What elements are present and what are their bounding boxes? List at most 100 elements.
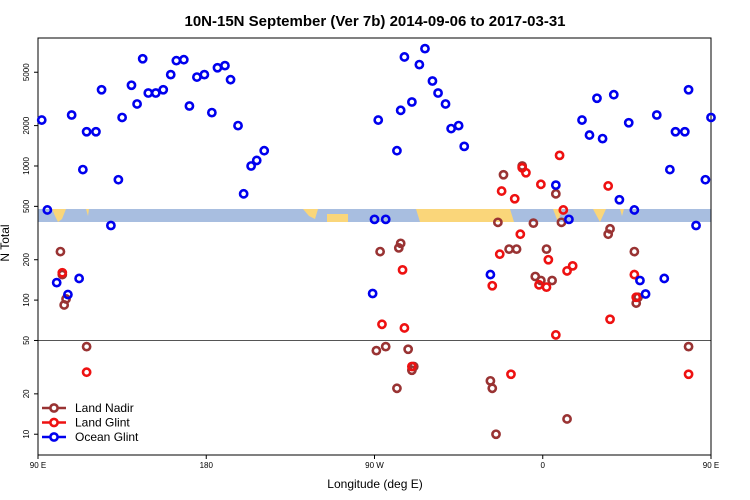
data-point (77, 164, 88, 175)
data-point (608, 89, 619, 100)
data-point (406, 361, 417, 372)
data-point (446, 123, 457, 134)
data-point (564, 214, 574, 225)
series-land-nadir (55, 161, 694, 440)
data-point (81, 367, 92, 378)
land-shape (416, 209, 514, 222)
data-point (592, 93, 602, 104)
land-shape (86, 209, 89, 216)
data-point (171, 55, 182, 66)
data-point (150, 88, 161, 98)
data-point (373, 115, 384, 125)
data-point (485, 375, 496, 386)
data-point (377, 319, 387, 330)
data-point (498, 169, 509, 180)
data-point (63, 289, 73, 300)
x-axis-label: Longitude (deg E) (327, 477, 422, 491)
data-point (605, 314, 615, 325)
data-point (251, 155, 262, 166)
data-point (515, 229, 526, 240)
legend-marker (49, 417, 59, 428)
data-point (558, 205, 569, 215)
x-axis-ticks: 90 E 180 90 W 0 90 E (30, 455, 719, 470)
land-shape (620, 209, 624, 216)
data-point (395, 238, 406, 249)
data-point (113, 174, 124, 185)
data-point (603, 181, 614, 191)
data-point (42, 205, 53, 215)
data-point (132, 99, 142, 109)
data-point (584, 130, 595, 140)
data-point (192, 72, 202, 82)
data-point (117, 112, 128, 123)
data-point (700, 174, 711, 185)
data-point (55, 246, 66, 257)
data-point (399, 52, 410, 62)
data-point (706, 112, 716, 123)
data-point (399, 323, 410, 333)
y-tick-label: 20 (22, 389, 31, 398)
data-point (371, 345, 382, 356)
data-point (246, 161, 257, 171)
data-point (521, 167, 531, 178)
data-point (679, 126, 690, 137)
data-point (567, 260, 578, 271)
data-point (392, 145, 402, 156)
data-point (259, 145, 270, 156)
legend-marker (49, 403, 59, 413)
data-point (440, 99, 451, 109)
data-point (541, 282, 552, 293)
data-point (494, 249, 505, 260)
data-point (550, 188, 561, 199)
legend-label: Ocean Glint (75, 430, 139, 444)
data-point (433, 88, 443, 98)
data-point (96, 84, 107, 95)
y-tick-label: 5000 (22, 63, 31, 81)
data-point (629, 246, 640, 257)
data-point (427, 76, 438, 86)
y-axis-ticks: 10 20 50 100 200 500 1000 2000 5000 (22, 63, 38, 439)
data-point (487, 280, 498, 291)
data-point (659, 273, 670, 284)
data-point (535, 179, 546, 190)
data-point (199, 69, 210, 80)
data-point (57, 267, 68, 278)
legend-marker (49, 432, 59, 442)
data-point (392, 383, 402, 394)
data-point (664, 164, 675, 175)
data-point (562, 414, 572, 424)
data-point (403, 344, 414, 355)
data-point (206, 107, 217, 118)
data-point (178, 54, 189, 65)
data-point (554, 150, 565, 161)
data-point (212, 62, 223, 73)
data-point (397, 264, 408, 275)
land-shape (303, 209, 318, 219)
y-tick-label: 2000 (22, 116, 31, 134)
data-point (631, 292, 642, 303)
data-point (543, 254, 554, 265)
x-tick-label: 180 (200, 461, 214, 470)
data-point (406, 97, 417, 107)
x-tick-label: 90 W (365, 461, 384, 470)
land-layer (52, 209, 624, 222)
data-point (106, 220, 116, 231)
data-point (143, 88, 154, 98)
data-point (640, 289, 651, 299)
data-point (614, 194, 625, 205)
data-point (485, 269, 496, 280)
y-tick-label: 500 (22, 199, 31, 213)
data-point (651, 110, 662, 120)
data-point (509, 193, 520, 204)
data-point (605, 223, 615, 234)
data-point (420, 43, 430, 54)
data-point (547, 275, 557, 286)
data-point (541, 244, 552, 255)
data-point (238, 188, 249, 199)
data-point (683, 341, 694, 352)
series-land-glint (57, 150, 694, 380)
data-point (629, 269, 640, 280)
x-tick-label: 90 E (30, 461, 46, 470)
